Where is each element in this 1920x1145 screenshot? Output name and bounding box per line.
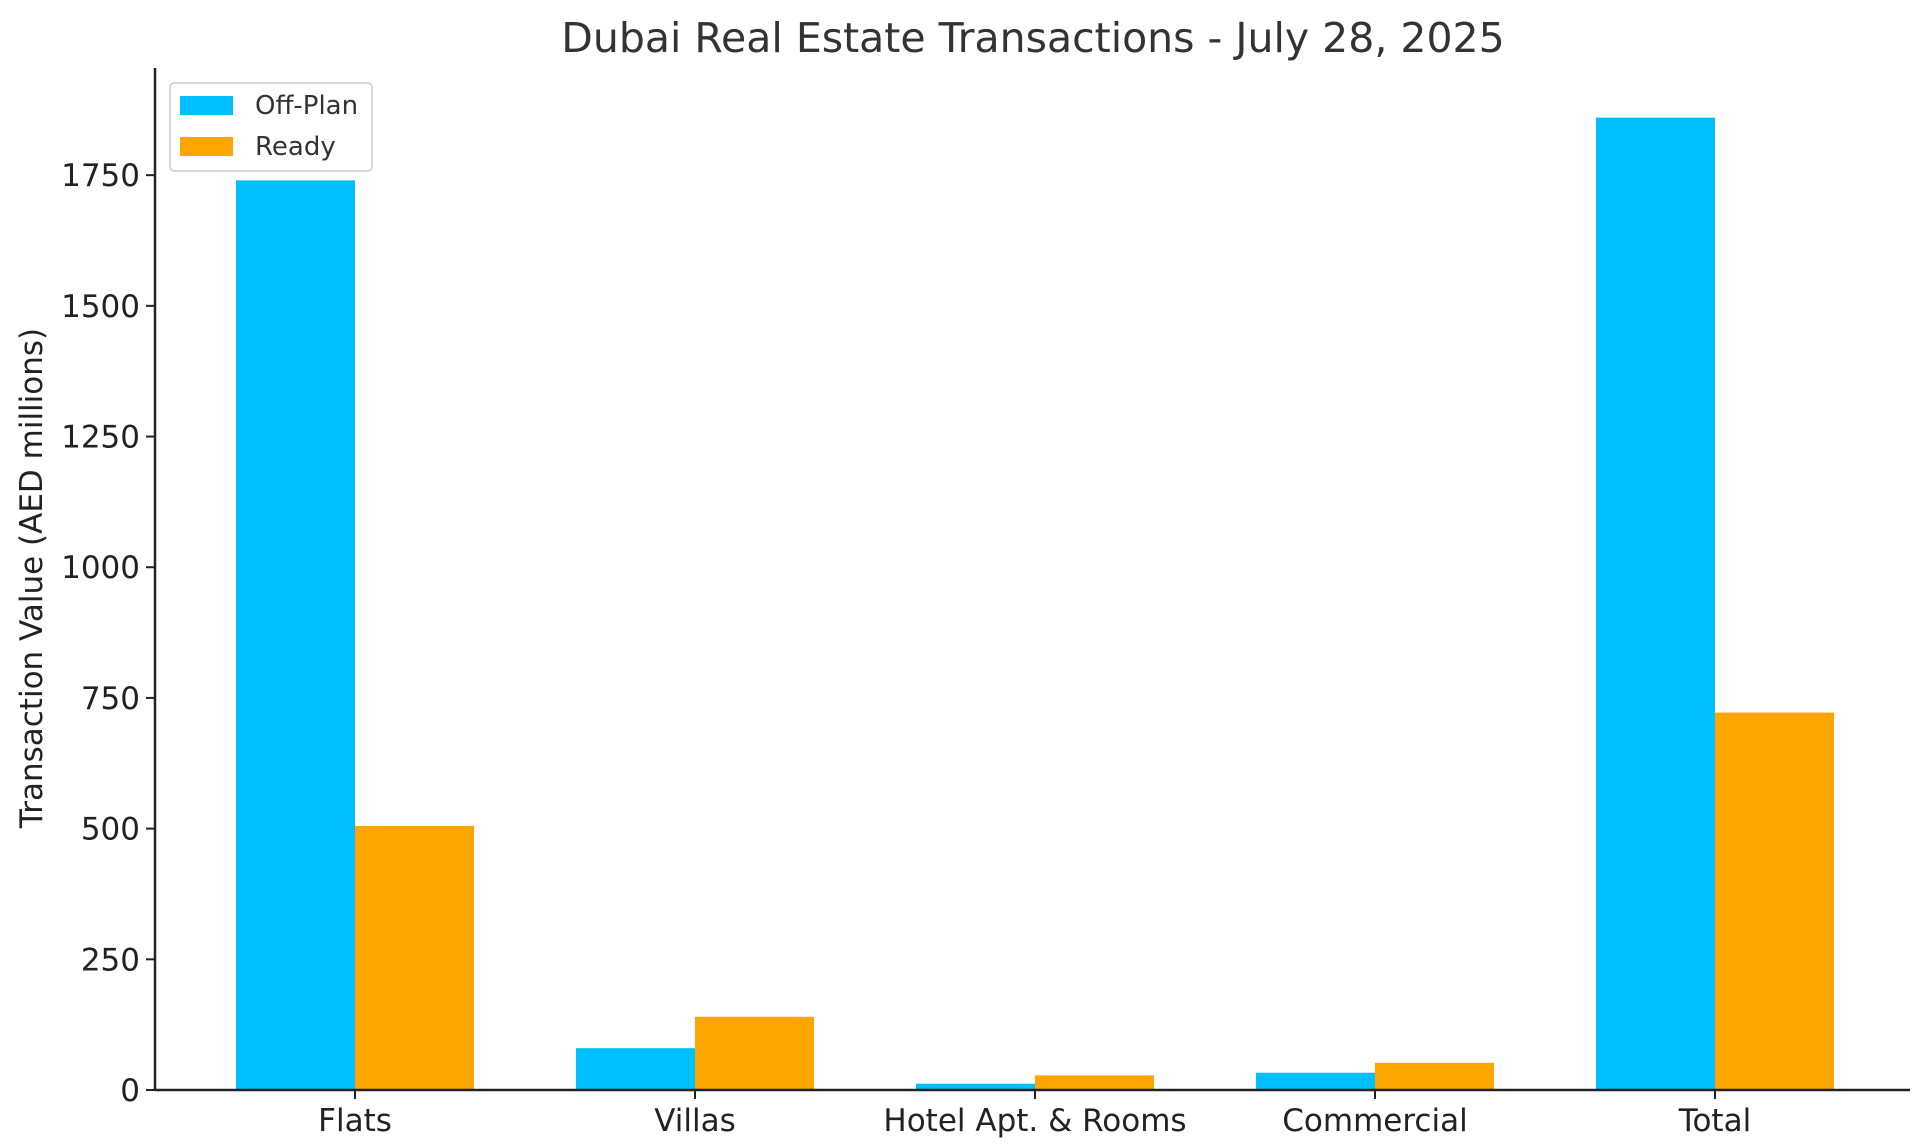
bar-off-plan-villas [576,1048,695,1090]
x-tick-label-flats: Flats [318,1103,392,1139]
bar-ready-flats [355,826,474,1090]
bars-group [236,117,1834,1090]
x-tick-label-total: Total [1678,1103,1751,1139]
bar-ready-total [1715,712,1834,1090]
chart-title: Dubai Real Estate Transactions - July 28… [561,14,1504,62]
x-tick-label-commercial: Commercial [1282,1103,1467,1139]
legend: Off-Plan Ready [169,82,373,172]
legend-swatch-ready [180,137,233,156]
x-tick-label-hotel-apt-rooms: Hotel Apt. & Rooms [883,1103,1186,1139]
y-tick-label: 250 [81,942,140,978]
bar-off-plan-commercial [1256,1072,1375,1090]
bar-ready-commercial [1375,1062,1494,1090]
bar-ready-hotel-apt-rooms [1035,1075,1154,1090]
bar-off-plan-hotel-apt-rooms [916,1083,1035,1090]
y-tick-label: 1250 [61,420,140,456]
y-tick-label: 0 [120,1073,140,1109]
y-tick-label: 500 [81,812,140,848]
y-axis-ticks: 0 250 500 750 1000 1250 1500 1750 [61,158,155,1109]
y-tick-label: 1500 [61,289,140,325]
y-tick-label: 1000 [61,550,140,586]
legend-label-off-plan: Off-Plan [255,91,358,121]
y-axis-label: Transaction Value (AED millions) [14,328,50,829]
x-axis-ticks: Flats Villas Hotel Apt. & Rooms Commercial T… [318,1090,1751,1139]
x-tick-label-villas: Villas [654,1103,736,1139]
y-tick-label: 750 [81,681,140,717]
y-tick-label: 1750 [61,158,140,194]
bar-ready-villas [695,1016,814,1090]
bar-off-plan-flats [236,180,355,1090]
legend-swatch-off-plan [180,96,233,115]
legend-label-ready: Ready [255,132,336,162]
bar-off-plan-total [1596,117,1715,1090]
